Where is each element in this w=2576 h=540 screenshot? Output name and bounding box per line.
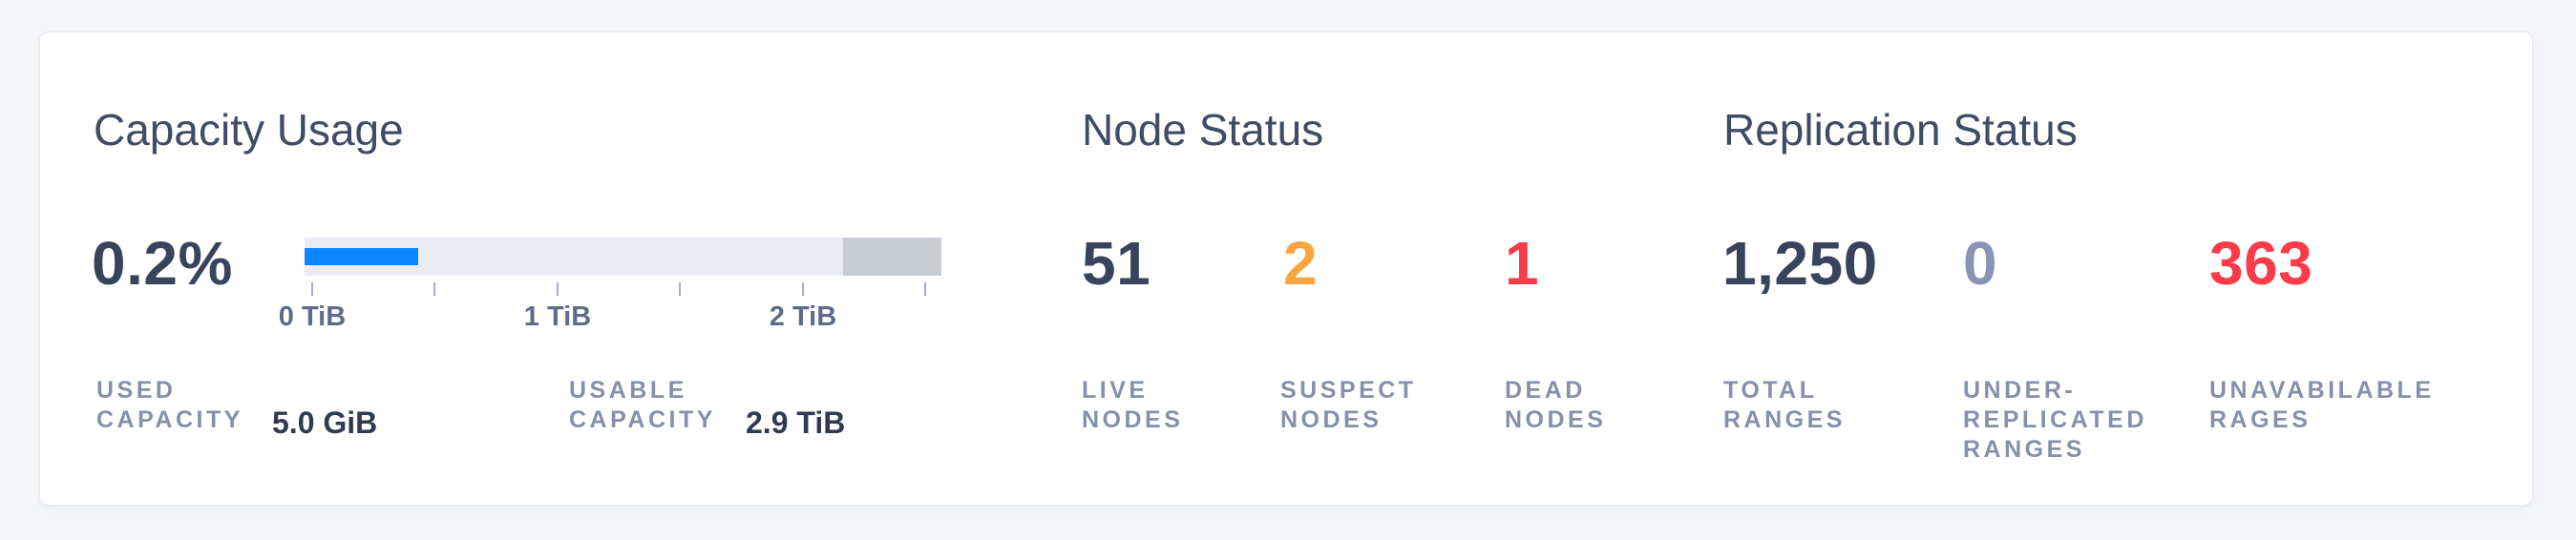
under-replicated-ranges-label: UNDER-REPLICATED RANGES <box>1963 377 2147 463</box>
cluster-overview-panel: Capacity Usage 0.2% 0 TiB 1 TiB 2 TiB US… <box>39 31 2533 506</box>
capacity-percent: 0.2% <box>92 229 233 298</box>
unavailable-ranges-value: 363 <box>2209 229 2313 298</box>
live-nodes-value: 51 <box>1082 229 1151 298</box>
axis-tick <box>557 282 559 296</box>
axis-tick <box>679 282 681 296</box>
dead-nodes-label: DEAD NODES <box>1505 377 1607 433</box>
capacity-bar <box>305 238 941 276</box>
total-ranges-label: TOTAL RANGES <box>1723 377 1846 433</box>
axis-tick <box>311 282 313 296</box>
axis-tick <box>802 282 804 296</box>
used-capacity-value: 5.0 GiB <box>272 405 378 440</box>
capacity-usage-title: Capacity Usage <box>94 105 404 155</box>
usable-capacity-value: 2.9 TiB <box>746 405 846 440</box>
capacity-bar-reserved-segment <box>843 238 941 276</box>
node-status-title: Node Status <box>1082 105 1324 155</box>
axis-tick <box>924 282 926 296</box>
suspect-nodes-value: 2 <box>1283 229 1319 298</box>
replication-status-title: Replication Status <box>1723 105 2078 155</box>
dead-nodes-value: 1 <box>1505 229 1540 298</box>
total-ranges-value: 1,250 <box>1722 229 1878 298</box>
unavailable-ranges-label: UNAVABILABLE RAGES <box>2209 377 2435 433</box>
axis-tick-label: 0 TiB <box>278 301 347 332</box>
under-replicated-ranges-value: 0 <box>1963 229 1998 298</box>
capacity-bar-used-segment <box>305 248 418 265</box>
suspect-nodes-label: SUSPECT NODES <box>1280 377 1417 433</box>
used-capacity-label: USED CAPACITY <box>96 377 243 433</box>
usable-capacity-label: USABLE CAPACITY <box>569 377 716 433</box>
axis-tick <box>433 282 435 296</box>
axis-tick-label: 1 TiB <box>523 301 592 332</box>
live-nodes-label: LIVE NODES <box>1082 377 1184 433</box>
axis-tick-label: 2 TiB <box>769 301 837 332</box>
